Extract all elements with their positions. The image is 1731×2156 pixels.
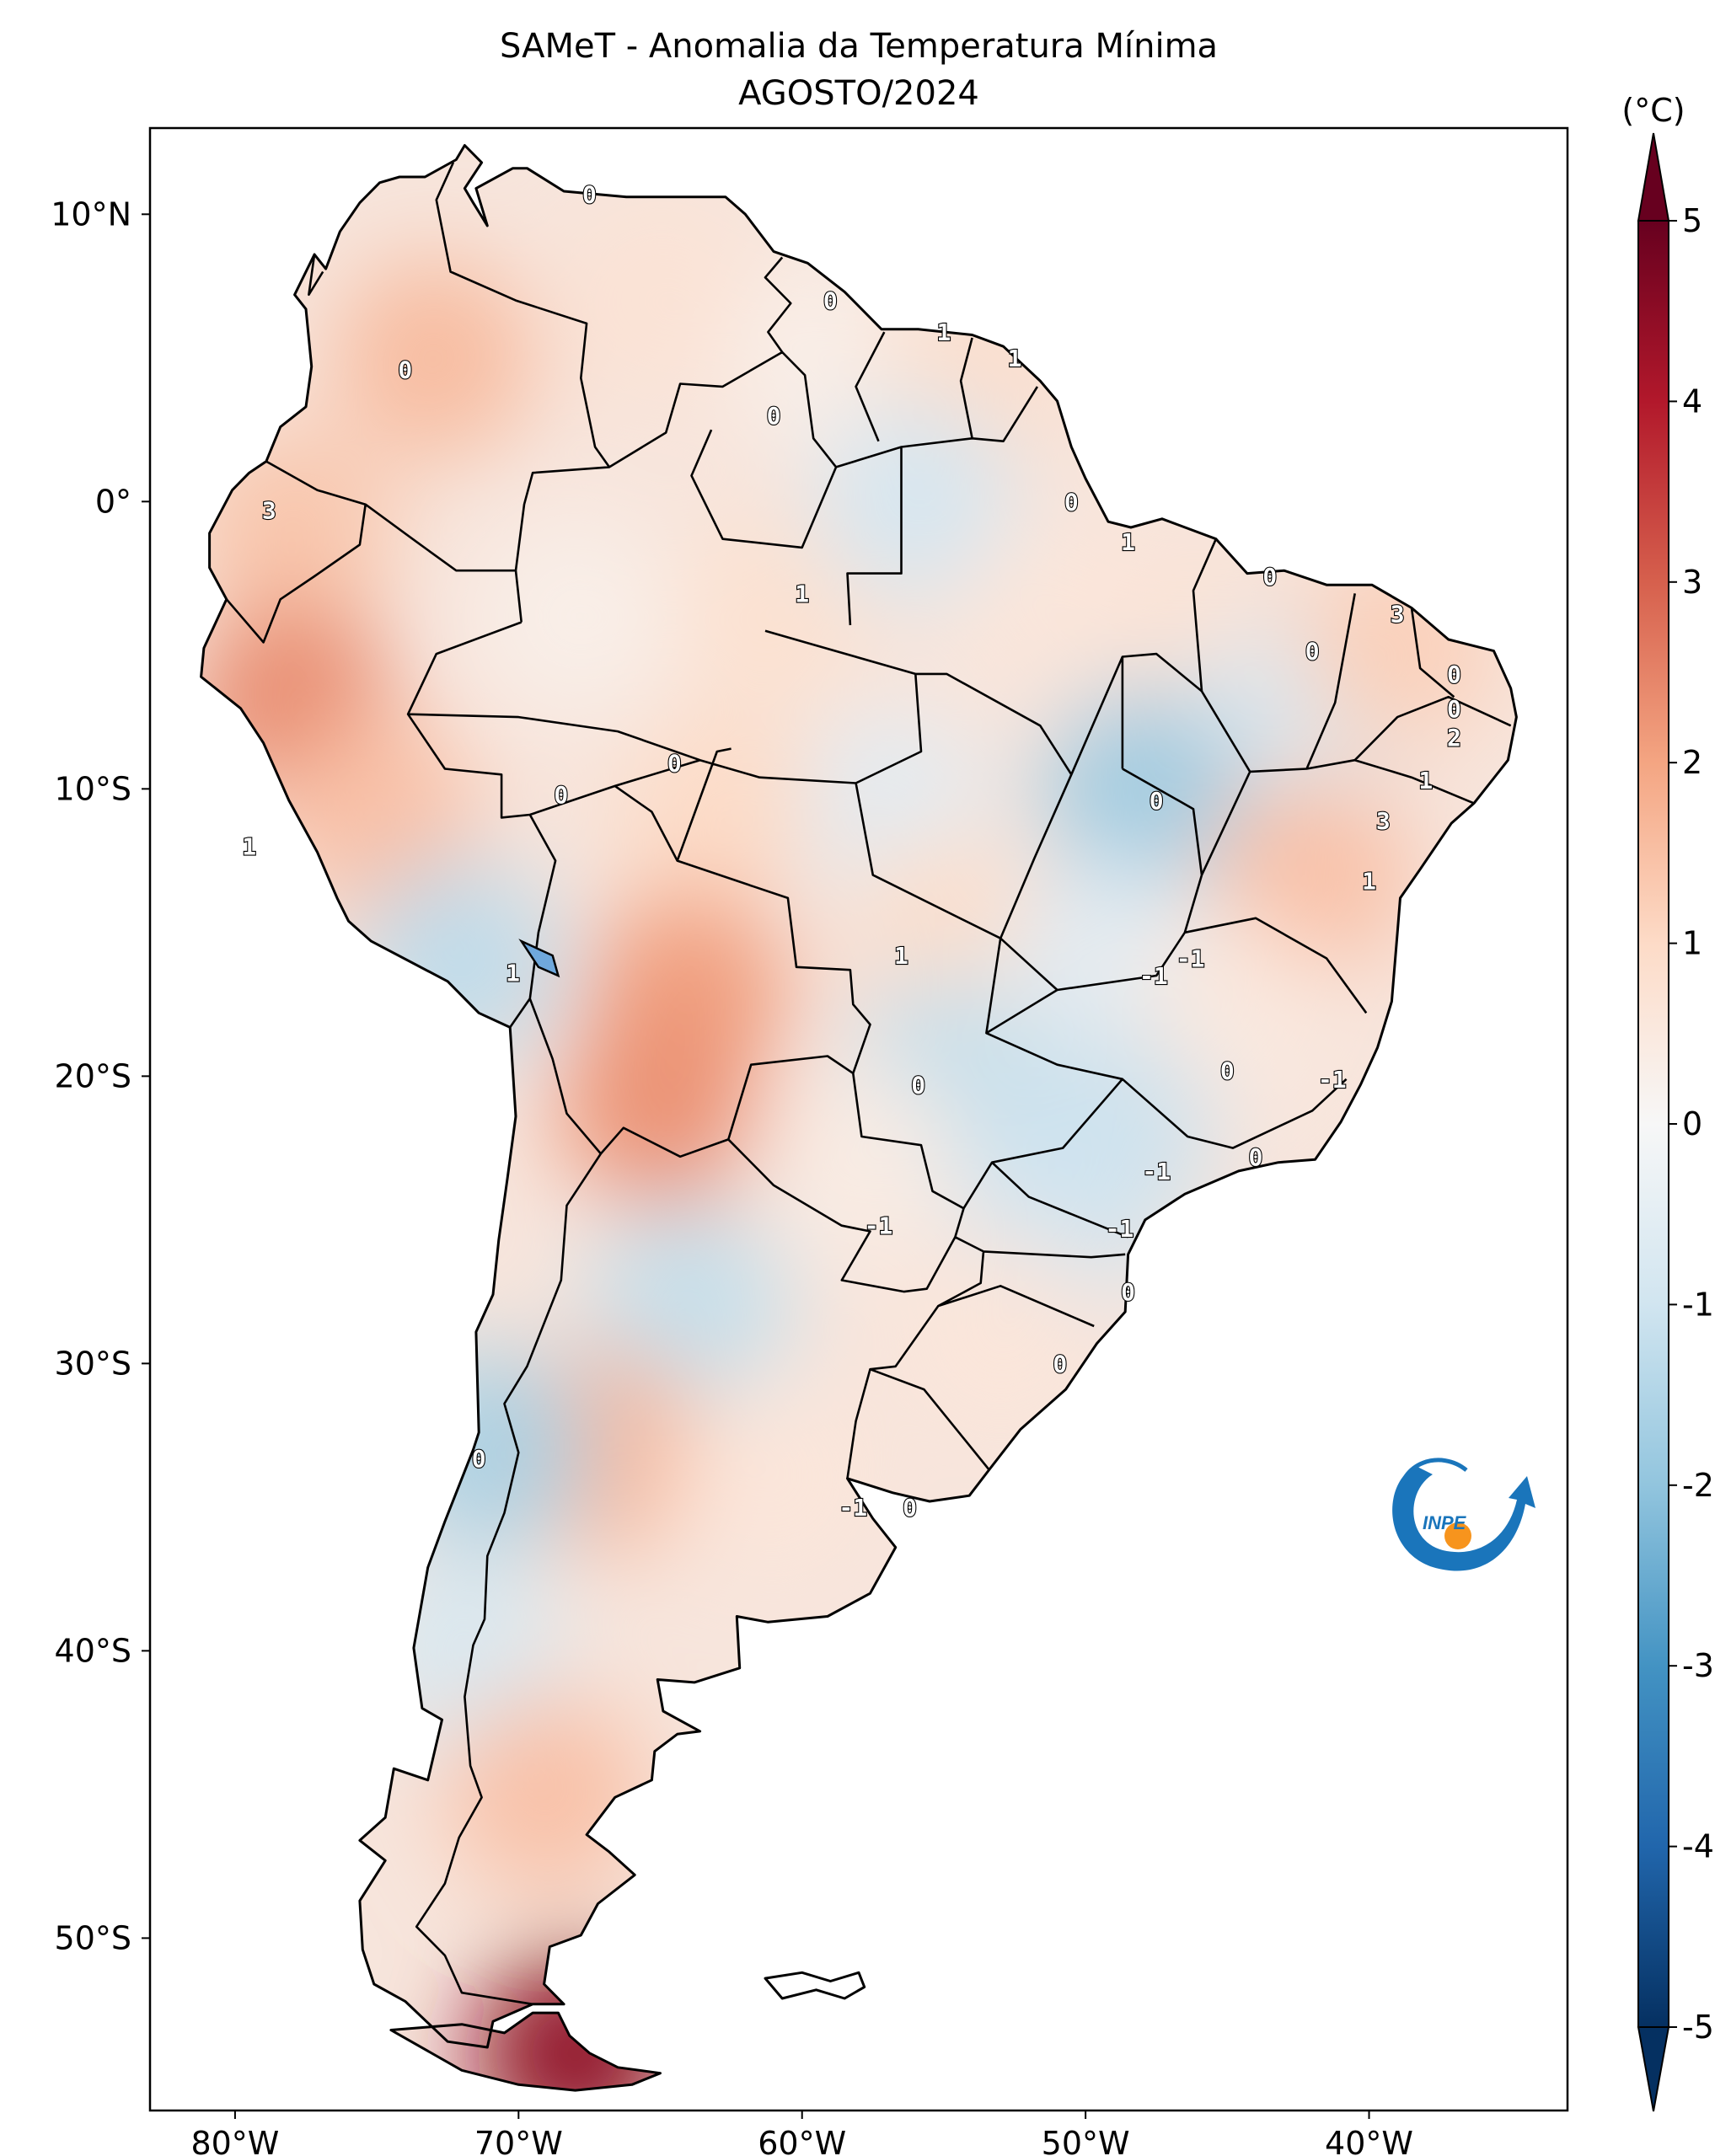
contour-label: -1: [1142, 1158, 1171, 1185]
anomaly-region: [956, 515, 1159, 718]
anomaly-region: [474, 515, 677, 718]
contour-label: 0: [582, 180, 597, 208]
colorbar-tick-label: 4: [1682, 383, 1702, 420]
coastline-and-borders: [200, 144, 1518, 2092]
contour-label: 3: [1376, 807, 1391, 835]
y-tick-label: 30°S: [55, 1345, 131, 1382]
contour-label: 1: [506, 960, 520, 987]
y-tick-label: 10°N: [51, 195, 131, 233]
anomaly-region: [445, 1693, 648, 1896]
contour-label: 1: [1008, 345, 1022, 372]
anomaly-region: [332, 256, 535, 459]
contour-label: 3: [1391, 600, 1405, 628]
colorbar-tick-label: -1: [1682, 1286, 1714, 1323]
x-axis-ticks: 80°W 70°W 60°W 50°W 40°W: [190, 2111, 1413, 2156]
map-subtitle: AGOSTO/2024: [738, 74, 979, 113]
contour-label: 0: [472, 1445, 486, 1473]
contour-label: 0: [1064, 488, 1079, 516]
anomaly-region: [814, 400, 1017, 603]
y-tick-label: 20°S: [55, 1057, 131, 1094]
contour-label: 0: [1053, 1350, 1067, 1378]
colorbar-tick-label: -5: [1682, 2009, 1714, 2046]
contour-label: 1: [795, 580, 809, 607]
y-axis-ticks: 10°N 0° 10°S 20°S 30°S 40°S 50°S: [51, 195, 150, 1956]
colorbar-tick-label: -3: [1682, 1647, 1714, 1684]
contour-label: 0: [1220, 1057, 1235, 1085]
colorbar-tick-label: -4: [1682, 1828, 1714, 1865]
colorbar-tick-label: -2: [1682, 1467, 1714, 1504]
inpe-logo: INPE: [1392, 1458, 1535, 1571]
y-tick-label: 50°S: [55, 1919, 131, 1956]
contour-label: 0: [823, 287, 838, 315]
contour-label: -1: [1139, 962, 1168, 990]
map-axes-frame: [148, 126, 1569, 2112]
contour-label: 0: [1121, 1278, 1135, 1306]
colorbar-ticks: 5 4 3 2 1 0 -1 -2 -3 -4 -5: [1669, 202, 1714, 2046]
x-tick-label: 60°W: [758, 2125, 846, 2156]
contour-label: 0: [767, 402, 781, 430]
colorbar-tick-label: 2: [1682, 744, 1702, 781]
anomaly-region: [1041, 687, 1244, 891]
contour-label: 0: [911, 1072, 925, 1099]
contour-label: 0: [667, 750, 682, 778]
colorbar-tick-label: 3: [1682, 564, 1702, 601]
colorbar-tick-label: 0: [1682, 1105, 1702, 1142]
x-tick-label: 40°W: [1325, 2125, 1413, 2156]
contour-label: 0: [1447, 661, 1461, 688]
colorbar-min-extension: [1637, 2026, 1670, 2112]
contour-label: 1: [894, 942, 908, 970]
contour-label: 0: [1249, 1143, 1263, 1171]
contour-label: -1: [1318, 1066, 1347, 1094]
contour-label: 0: [903, 1494, 917, 1522]
contour-label: 0: [1150, 787, 1164, 815]
x-tick-label: 80°W: [190, 2125, 279, 2156]
x-tick-label: 70°W: [474, 2125, 563, 2156]
x-tick-label: 50°W: [1042, 2125, 1130, 2156]
anomaly-region: [615, 716, 818, 919]
contour-label: -1: [839, 1494, 867, 1522]
inpe-logo-arc: [1396, 1458, 1468, 1501]
colorbar-scale: [1637, 220, 1669, 2028]
contour-label: 1: [242, 833, 256, 861]
contour-label: -1: [1106, 1215, 1134, 1243]
contour-label: -1: [865, 1212, 893, 1240]
contour-label: 0: [1447, 695, 1461, 723]
colorbar-units-label: (°C): [1621, 92, 1685, 129]
country-state-borders: [225, 162, 1512, 2006]
contour-label: 3: [262, 497, 276, 525]
falkland-islands-outline: [764, 1971, 866, 2000]
contour-label: 1: [1121, 528, 1135, 556]
colorbar-tick-label: 5: [1682, 202, 1702, 239]
anomaly-region: [758, 1061, 960, 1264]
y-tick-label: 40°S: [55, 1632, 131, 1669]
contour-label: 0: [1262, 563, 1277, 591]
contour-label: 2: [1447, 724, 1461, 752]
y-tick-label: 0°: [95, 483, 131, 520]
colorbar: (°C) 5 4 3 2 1 0 -1 -2 -3 -4 -5: [1621, 92, 1714, 2112]
contour-label: 0: [398, 356, 412, 383]
continent-coastline: [200, 144, 1518, 2049]
y-tick-label: 10°S: [55, 770, 131, 807]
inpe-logo-swoosh: [1392, 1466, 1535, 1571]
colorbar-tick-label: 1: [1682, 925, 1702, 962]
anomaly-region: [559, 199, 762, 402]
contour-label: 0: [554, 781, 568, 809]
tierra-del-fuego-outline: [389, 2011, 662, 2092]
anomaly-region: [559, 1003, 762, 1206]
contour-label: -1: [1176, 945, 1205, 973]
inpe-logo-sun: [1444, 1522, 1471, 1549]
contour-label: 1: [936, 318, 951, 346]
map-title: SAMeT - Anomalia da Temperatura Mínima: [500, 27, 1218, 66]
contour-label: 1: [1362, 867, 1376, 895]
colorbar-max-extension: [1637, 132, 1670, 222]
inpe-logo-text: INPE: [1423, 1512, 1467, 1533]
contour-label: 0: [1305, 638, 1320, 666]
lake-titicaca: [518, 939, 560, 978]
contour-label: 1: [1418, 767, 1433, 794]
anomaly-region: [673, 1377, 876, 1580]
anomaly-region: [899, 1233, 1102, 1436]
anomaly-region: [673, 515, 876, 718]
